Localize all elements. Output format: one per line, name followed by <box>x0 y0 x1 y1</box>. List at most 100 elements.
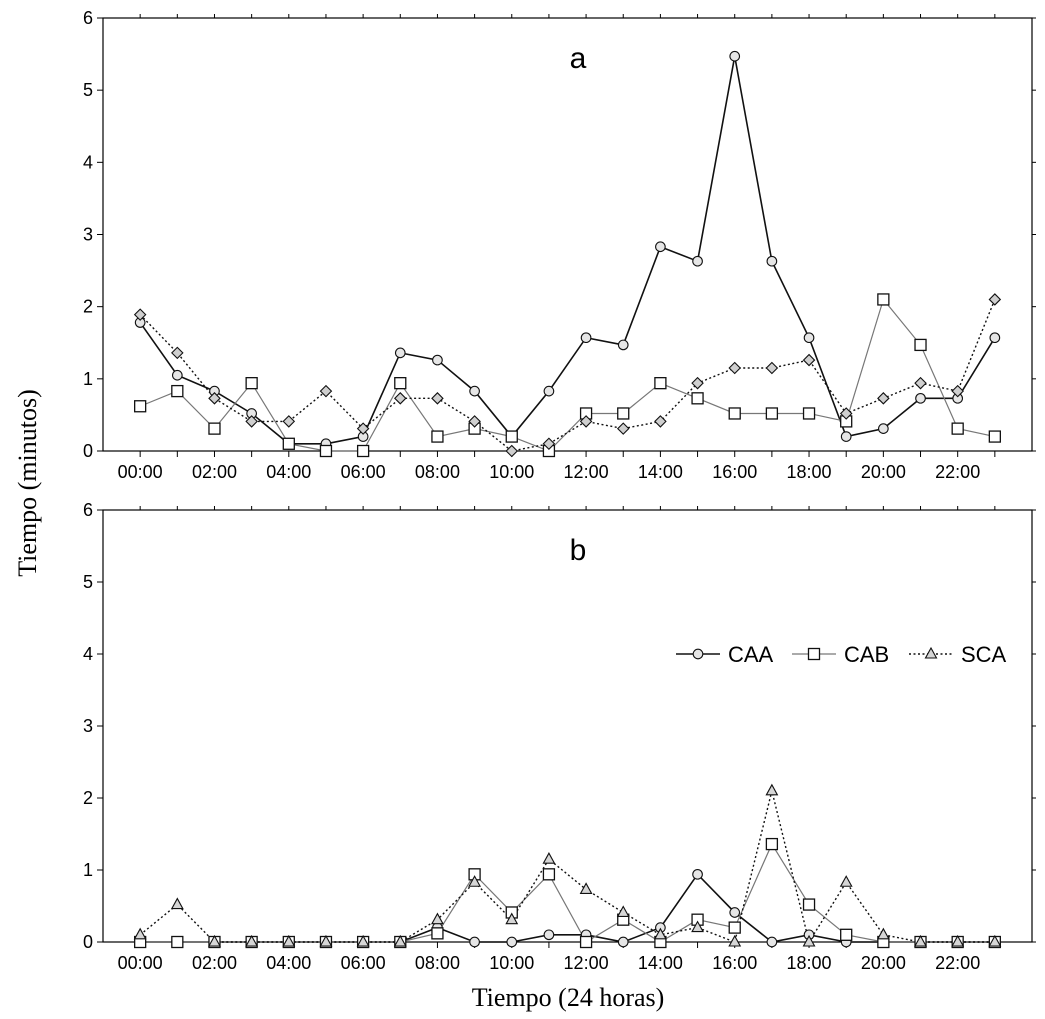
data-point <box>914 934 927 947</box>
data-point <box>729 50 741 62</box>
data-point <box>208 934 221 947</box>
data-point <box>431 430 444 443</box>
y-tick-label: 0 <box>83 932 93 952</box>
y-axis-title: Tiempo (minutos) <box>13 389 42 577</box>
data-point <box>802 407 816 420</box>
data-point <box>543 929 555 941</box>
data-point <box>728 407 741 420</box>
data-point <box>877 392 890 405</box>
x-tick-label: 02:00 <box>192 953 237 973</box>
x-tick-label: 22:00 <box>935 953 980 973</box>
x-tick-label: 12:00 <box>564 953 609 973</box>
data-point <box>208 422 221 435</box>
x-tick-label: 12:00 <box>564 462 609 482</box>
data-point <box>691 920 704 933</box>
data-point <box>356 934 370 947</box>
x-tick-label: 20:00 <box>861 462 906 482</box>
data-point <box>766 255 778 267</box>
y-tick-label: 1 <box>83 369 93 389</box>
data-point <box>692 255 703 267</box>
y-tick-label: 2 <box>83 297 93 317</box>
data-point <box>245 415 258 428</box>
data-point <box>840 928 853 941</box>
data-point <box>876 927 890 940</box>
legend: CAA CAB SCA <box>676 642 1007 667</box>
data-point <box>431 912 444 925</box>
data-point <box>356 422 370 435</box>
data-point <box>431 927 444 940</box>
markers-cab <box>134 293 1001 458</box>
y-tick-label: 2 <box>83 788 93 808</box>
legend-label: SCA <box>961 642 1007 667</box>
x-tick-label: 10:00 <box>489 462 534 482</box>
series-line <box>139 790 995 944</box>
data-point <box>989 332 1001 344</box>
x-tick-label: 00:00 <box>118 953 163 973</box>
data-point <box>653 927 667 940</box>
data-point <box>245 377 258 390</box>
data-point <box>765 361 779 375</box>
data-point <box>356 444 370 458</box>
data-point <box>691 392 704 405</box>
data-point <box>616 422 630 435</box>
data-point <box>802 898 816 911</box>
data-point <box>729 907 741 918</box>
series-line <box>139 299 996 452</box>
panel-label: a <box>570 42 587 75</box>
y-tick-label: 1 <box>83 860 93 880</box>
data-point <box>951 422 964 435</box>
panel-label: b <box>570 534 587 567</box>
data-point <box>133 927 147 940</box>
data-point <box>579 882 593 894</box>
data-point <box>245 934 259 947</box>
markers-sca <box>133 783 1002 947</box>
plot-frame <box>102 509 1033 943</box>
x-tick-label: 10:00 <box>489 953 534 973</box>
x-tick-label: 16:00 <box>712 462 757 482</box>
data-point <box>171 346 184 360</box>
x-tick-label: 20:00 <box>861 953 906 973</box>
legend-marker <box>807 647 821 661</box>
data-point <box>802 353 816 367</box>
data-point <box>766 936 778 948</box>
y-tick-label: 3 <box>83 716 93 736</box>
data-point <box>542 868 556 881</box>
markers-unnamed-2 <box>133 293 1002 458</box>
data-point <box>914 338 927 352</box>
x-axis-title: Tiempo (24 horas) <box>472 983 665 1012</box>
x-tick-label: 14:00 <box>638 953 683 973</box>
data-point <box>988 293 1002 306</box>
x-tick-label: 04:00 <box>266 462 311 482</box>
y-tick-label: 6 <box>83 8 93 28</box>
series-unnamed-2 <box>139 299 996 452</box>
series-cab <box>140 842 995 943</box>
data-point <box>171 369 183 381</box>
data-point <box>543 385 555 397</box>
data-point <box>319 384 333 398</box>
y-tick-label: 5 <box>83 572 93 592</box>
data-point <box>134 400 147 413</box>
series-line <box>139 298 995 452</box>
data-point <box>728 934 742 947</box>
data-point <box>505 444 519 458</box>
series-sca <box>139 790 995 944</box>
data-point <box>505 430 518 443</box>
x-tick-label: 08:00 <box>415 462 460 482</box>
data-point <box>988 430 1001 443</box>
x-tick-label: 04:00 <box>266 953 311 973</box>
x-tick-label: 18:00 <box>787 953 832 973</box>
data-point <box>506 936 518 948</box>
data-point <box>282 437 295 450</box>
data-point <box>469 936 480 948</box>
data-point <box>765 407 779 420</box>
x-tick-label: 06:00 <box>341 462 386 482</box>
data-point <box>617 407 630 420</box>
legend-label: CAA <box>728 642 774 667</box>
data-point <box>617 339 629 351</box>
x-tick-label: 00:00 <box>118 462 163 482</box>
data-point <box>691 376 704 390</box>
data-point <box>431 392 444 405</box>
data-point <box>432 354 443 366</box>
data-point <box>803 332 815 344</box>
